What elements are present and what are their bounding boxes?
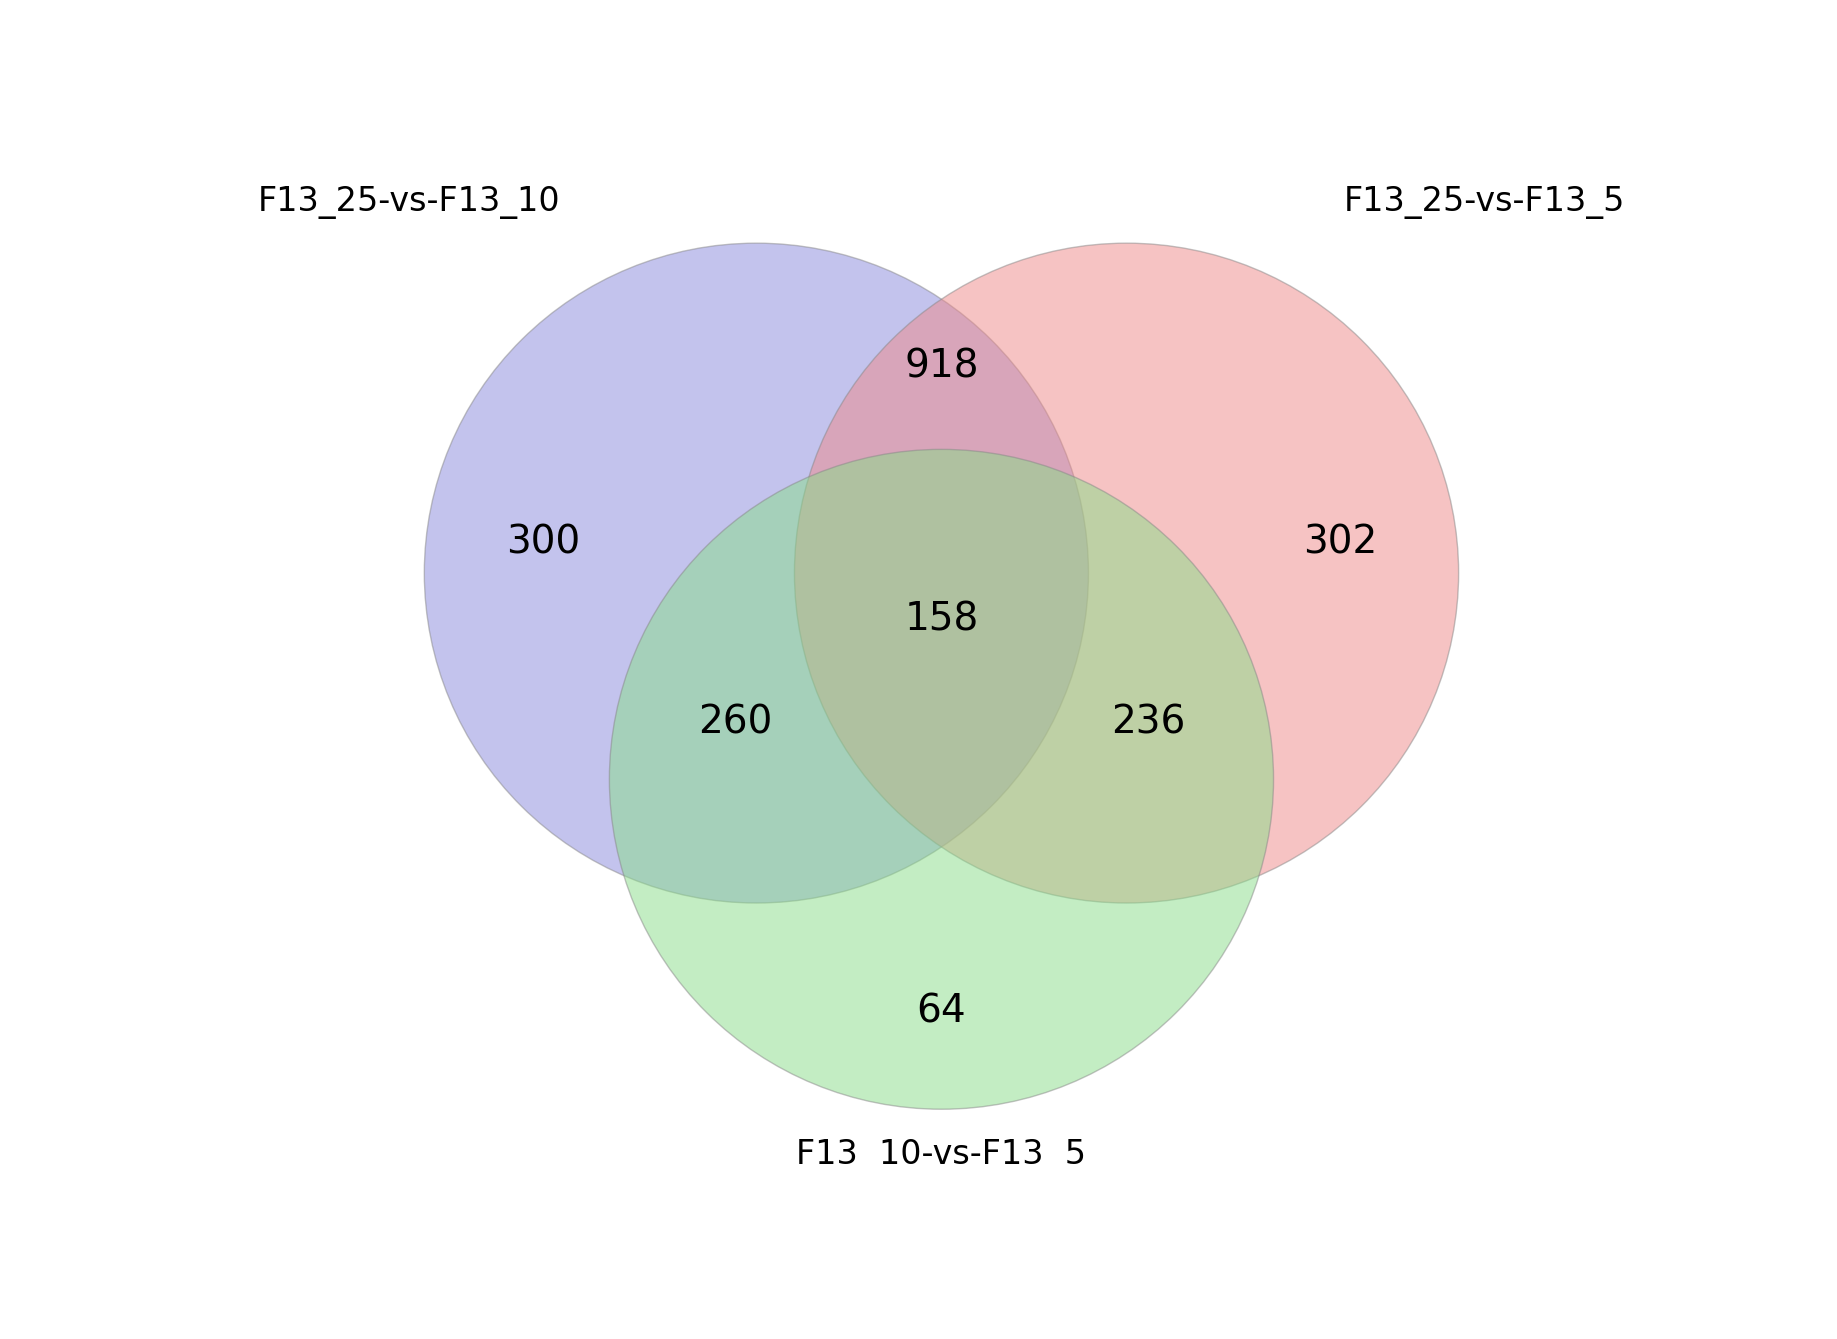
- Ellipse shape: [794, 244, 1459, 902]
- Ellipse shape: [424, 244, 1089, 902]
- Text: 236: 236: [1111, 703, 1185, 742]
- Text: 300: 300: [505, 524, 580, 561]
- Text: 64: 64: [917, 992, 966, 1030]
- Text: 302: 302: [1302, 524, 1378, 561]
- Text: F13_25-vs-F13_10: F13_25-vs-F13_10: [257, 186, 560, 220]
- Text: 260: 260: [698, 703, 772, 742]
- Text: 158: 158: [904, 600, 979, 639]
- Text: F13_25-vs-F13_5: F13_25-vs-F13_5: [1343, 186, 1626, 220]
- Text: F13  10-vs-F13  5: F13 10-vs-F13 5: [797, 1138, 1086, 1172]
- Text: 918: 918: [904, 348, 979, 386]
- Ellipse shape: [610, 450, 1273, 1109]
